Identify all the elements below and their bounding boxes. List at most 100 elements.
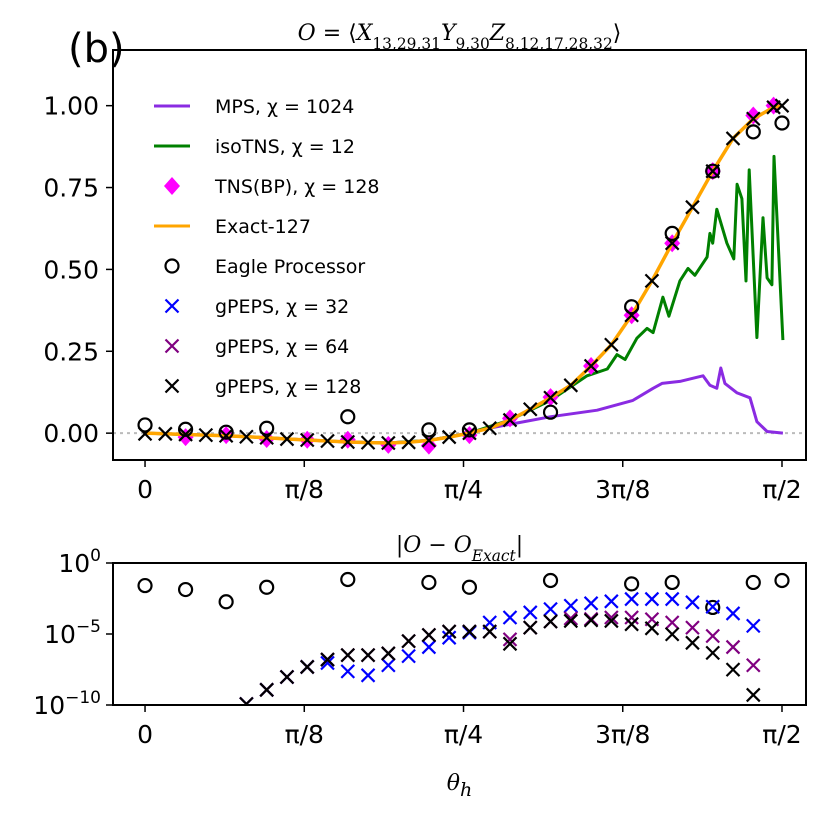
error-point <box>624 576 640 592</box>
data-point <box>462 425 477 441</box>
error-point <box>522 605 538 620</box>
plot-frame <box>112 49 807 461</box>
data-point <box>502 412 518 428</box>
error-point <box>604 610 619 625</box>
error-point <box>542 572 559 589</box>
error-point <box>664 574 680 591</box>
data-point <box>441 429 457 445</box>
error-point <box>583 612 599 628</box>
error-point <box>462 624 477 639</box>
error-point <box>746 618 761 634</box>
legend-marker <box>164 258 180 274</box>
error-point <box>664 591 680 607</box>
error-point <box>624 591 639 607</box>
legend-label: gPEPS, χ = 128 <box>215 376 361 398</box>
legend-label: gPEPS, χ = 64 <box>215 336 349 358</box>
legend-marker <box>164 338 180 354</box>
data-point <box>774 98 790 113</box>
title-segment: 13,29,31 <box>372 35 441 53</box>
x-tick-label: π/4 <box>444 720 483 749</box>
error-point <box>745 574 761 591</box>
tick-base: 10 <box>33 691 65 720</box>
data-point <box>340 434 356 450</box>
data-point <box>774 115 790 131</box>
data-point <box>563 378 579 393</box>
title-segment: Exact <box>471 547 517 565</box>
data-point <box>664 235 680 251</box>
error-point <box>502 632 518 647</box>
error-point <box>705 628 721 644</box>
tick-exponent: −10 <box>65 688 101 708</box>
data-point <box>745 124 761 140</box>
error-point <box>502 610 518 625</box>
error-point <box>401 633 416 649</box>
data-point <box>664 225 680 241</box>
error-point <box>685 595 700 610</box>
error-point <box>421 639 437 655</box>
data-point <box>746 111 761 127</box>
error-point <box>401 648 416 664</box>
error-point <box>725 606 741 621</box>
points-group <box>137 571 790 705</box>
error-point <box>705 599 721 616</box>
error-point <box>381 657 396 673</box>
data-point <box>624 299 640 315</box>
error-point <box>320 652 335 667</box>
error-point <box>774 572 790 589</box>
data-point <box>381 435 396 451</box>
plot-title: O = ⟨X13,29,31Y9,30Z8,12,17,28,32⟩ <box>298 21 622 53</box>
error-point <box>381 646 396 661</box>
title-segment: 8,12,17,28,32 <box>505 35 613 53</box>
data-point <box>218 424 234 440</box>
x-tick-label: π/2 <box>762 475 801 504</box>
error-point <box>421 574 437 591</box>
x-label-sub: h <box>460 779 472 801</box>
error-point <box>522 620 538 635</box>
error-point <box>461 579 478 595</box>
data-point <box>725 131 741 146</box>
data-point <box>624 307 639 323</box>
y-tick-label: 0.00 <box>43 419 99 448</box>
tick-exponent: −5 <box>76 617 101 637</box>
error-point <box>259 579 275 595</box>
title-segment: 9,30 <box>455 35 489 53</box>
legend-marker <box>164 378 180 394</box>
data-point <box>137 417 153 433</box>
x-tick-label: 0 <box>137 475 153 504</box>
data-point <box>299 432 315 448</box>
data-point <box>543 390 558 406</box>
y-tick-label: 0.50 <box>43 255 99 284</box>
data-point <box>583 358 599 374</box>
data-point <box>522 401 538 417</box>
x-label-main: θ <box>447 771 460 796</box>
error-point <box>624 610 639 625</box>
legend-label: Eagle Processor <box>215 256 365 278</box>
data-point <box>259 430 274 446</box>
title-segment: = ⟨ <box>316 21 357 46</box>
data-point <box>705 163 721 179</box>
data-point <box>340 409 356 425</box>
error-point <box>137 577 153 594</box>
error-point <box>502 636 518 652</box>
data-point <box>137 426 153 442</box>
error-point <box>340 664 356 679</box>
title-segment: − <box>421 533 453 558</box>
top-plot: O = ⟨X13,29,31Y9,30Z8,12,17,28,32⟩ 0 π/8 π/… <box>43 21 807 504</box>
y-tick-label: 10−5 <box>44 617 101 649</box>
title-segment: X <box>355 21 374 46</box>
legend-label: MPS, χ = 1024 <box>215 96 354 118</box>
error-point <box>441 624 457 639</box>
title-segment: O <box>298 21 316 46</box>
plot-title: |O − OExact| <box>396 533 523 565</box>
title-segment: | <box>516 533 523 558</box>
title-segment: ⟩ <box>613 21 622 46</box>
tick-exponent: 0 <box>90 546 101 566</box>
data-point <box>339 430 356 449</box>
y-tick-label: 100 <box>58 546 101 578</box>
data-point <box>360 435 376 450</box>
error-point <box>177 581 194 598</box>
x-tick-label: π/8 <box>285 720 324 749</box>
x-tick-label: π/2 <box>762 720 801 749</box>
error-point <box>563 613 579 629</box>
error-point <box>705 599 721 615</box>
